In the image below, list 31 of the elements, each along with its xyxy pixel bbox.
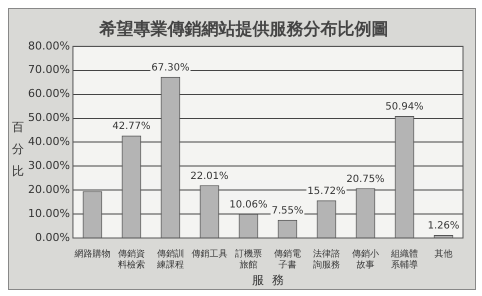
y-tick-label: 30.00% [28,159,70,172]
y-tick-label: 80.00% [28,39,70,52]
data-label: 1.26% [428,220,460,232]
y-tick-label: 50.00% [28,111,70,124]
y-tick-label: 40.00% [28,135,70,148]
data-label: 42.77% [112,121,151,132]
x-tick-label: 傳銷工具 [191,248,228,260]
data-label: 15.72% [307,186,346,197]
x-tick-label: 法律諮詢服務 [312,248,340,271]
x-tick-label: 傳銷訓練課程 [156,248,184,271]
data-label: 7.55% [272,206,304,217]
y-tick-label: 20.00% [28,182,70,196]
y-tick-label: 70.00% [28,63,70,76]
x-tick-label: 傳銷小故事 [352,248,379,271]
x-tick-label: 訂機票旅館 [234,248,262,271]
x-tick-label: 組織體系輔導 [390,248,418,271]
x-tick-label: 其他 [434,248,452,260]
x-tick-label: 傳銷電子書 [274,248,301,271]
data-label: 22.01% [190,170,229,182]
y-axis-title: 百分比 [11,119,25,180]
y-tick-label: 10.00% [28,206,70,220]
chart-title: 希望專業傳銷網站提供服務分布比例圖 [98,20,388,40]
x-tick-label: 網路購物 [73,248,110,260]
x-tick-label: 傳銷資料檢索 [118,248,145,271]
data-label: 50.94% [385,102,424,113]
x-axis-title: 服 務 [252,272,284,287]
data-label: 67.30% [151,62,190,74]
y-tick-label: 0.00% [34,230,70,244]
y-tick-label: 60.00% [28,87,70,100]
data-label: 20.75% [346,174,385,185]
data-label: 10.06% [229,200,268,210]
